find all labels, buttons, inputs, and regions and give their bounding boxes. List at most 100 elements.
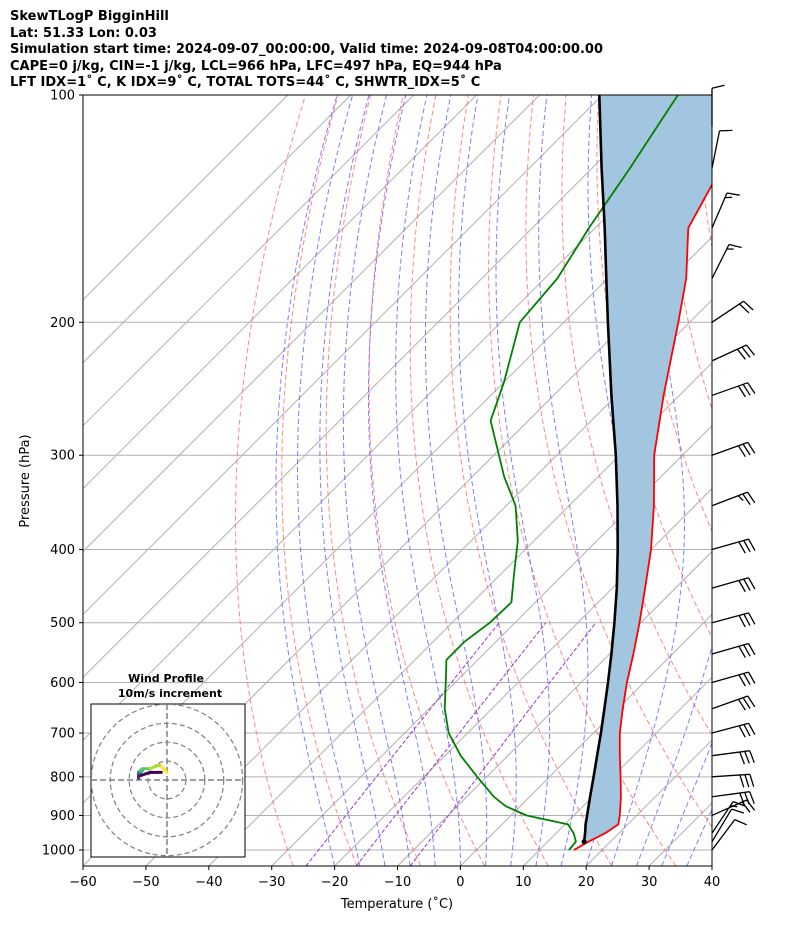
wind-barb bbox=[711, 671, 756, 687]
mixing-ratio-line bbox=[355, 622, 547, 866]
time-line: Simulation start time: 2024-09-07_00:00:… bbox=[10, 42, 603, 57]
moist-adiabat bbox=[368, 95, 436, 866]
wind-barb-flag bbox=[743, 300, 754, 311]
wind-barb-flag bbox=[747, 643, 756, 656]
dewpoint-line bbox=[443, 95, 679, 851]
wind-barb-flag bbox=[744, 751, 750, 764]
wind-barb-flag bbox=[747, 671, 756, 684]
wind-barb-flag bbox=[737, 385, 746, 398]
wind-barb-flag bbox=[737, 495, 744, 501]
dry-adiabat bbox=[409, 95, 549, 866]
wind-barb-staff bbox=[711, 300, 744, 323]
x-axis-label: Temperature (˚C) bbox=[340, 896, 453, 912]
wind-barb bbox=[711, 192, 740, 229]
x-tick-label: −30 bbox=[258, 875, 285, 890]
wind-barb bbox=[711, 722, 756, 738]
cape-cin-shading bbox=[584, 95, 712, 842]
isotherm bbox=[83, 95, 477, 490]
axis-ticks: −60 −50 −40 −30 −20 −10 0 10 20 30 40 100 200 300 400 5… bbox=[42, 89, 720, 891]
isotherm bbox=[83, 110, 712, 741]
wind-barb-staff bbox=[711, 773, 750, 778]
isotherm bbox=[522, 676, 712, 866]
wind-barb-flag bbox=[747, 538, 756, 551]
wind-barb-flag bbox=[738, 674, 746, 687]
y-tick-label: 300 bbox=[50, 449, 75, 464]
isotherm bbox=[83, 95, 289, 301]
x-tick-label: 0 bbox=[456, 875, 464, 890]
wind-barb bbox=[711, 642, 756, 658]
wind-barb-staff bbox=[711, 801, 734, 834]
wind-barb-flag bbox=[746, 491, 756, 504]
wind-barbs bbox=[711, 84, 756, 851]
wind-barb bbox=[711, 791, 755, 806]
moist-adiabat bbox=[395, 95, 461, 866]
y-tick-label: 600 bbox=[50, 676, 75, 691]
wind-barb-staff bbox=[711, 577, 749, 589]
isotherm bbox=[334, 487, 712, 866]
wind-barb bbox=[711, 344, 756, 362]
moist-adiabat bbox=[661, 741, 712, 866]
wind-barb-staff bbox=[711, 819, 736, 851]
hodograph-plot bbox=[91, 704, 245, 857]
wind-barb bbox=[711, 129, 733, 169]
wind-barb-flag bbox=[736, 348, 746, 360]
moist-adiabat bbox=[538, 95, 589, 866]
wind-barb-flag bbox=[743, 673, 751, 686]
moist-adiabat bbox=[711, 864, 712, 866]
wind-barb-flag bbox=[745, 344, 756, 356]
wind-barb bbox=[711, 491, 756, 507]
wind-barb bbox=[711, 441, 756, 458]
dry-adiabat bbox=[488, 95, 677, 866]
wind-barb bbox=[711, 808, 745, 843]
y-tick-label: 400 bbox=[50, 543, 75, 558]
wind-barb-flag bbox=[743, 724, 751, 737]
moist-adiabat bbox=[686, 808, 712, 866]
wind-barb-flag bbox=[742, 697, 751, 709]
wind-barb-staff bbox=[711, 344, 747, 362]
wind-barb-staff bbox=[711, 671, 749, 684]
dry-adiabat bbox=[235, 95, 306, 866]
moist-adiabat bbox=[342, 95, 411, 866]
wind-barb-flag bbox=[743, 540, 751, 553]
wind-barb-flag bbox=[738, 580, 746, 593]
dry-adiabat bbox=[729, 95, 794, 866]
wind-barb bbox=[711, 577, 756, 593]
isotherm bbox=[460, 613, 712, 866]
wind-barb-flag bbox=[741, 346, 751, 358]
wind-barb bbox=[711, 84, 725, 127]
wind-barb-flag bbox=[749, 750, 755, 763]
wind-barb bbox=[711, 538, 756, 554]
wind-barb-flag bbox=[744, 792, 750, 805]
dry-adiabat bbox=[561, 95, 712, 736]
location-line: Lat: 51.33 Lon: 0.03 bbox=[10, 25, 157, 41]
moist-adiabat bbox=[319, 95, 386, 866]
isotherm bbox=[83, 95, 540, 553]
dry-adiabat bbox=[695, 95, 712, 251]
dry-adiabat bbox=[762, 95, 794, 866]
dry-adiabat bbox=[368, 95, 485, 866]
wind-barb-flag bbox=[748, 722, 756, 736]
wind-barb-flag bbox=[739, 303, 750, 314]
dry-adiabat bbox=[663, 95, 712, 411]
mixing-ratio-line bbox=[409, 622, 597, 866]
isotherm bbox=[711, 865, 712, 866]
isotherm bbox=[145, 299, 712, 866]
wind-barb-flag bbox=[744, 774, 750, 788]
moist-adiabat bbox=[495, 95, 551, 866]
hodograph-segment bbox=[137, 770, 152, 778]
wind-barb-flag bbox=[743, 613, 751, 626]
wind-barb-staff bbox=[711, 722, 749, 734]
wind-barb-staff bbox=[711, 791, 750, 798]
wind-barb-flag bbox=[739, 774, 745, 788]
hodograph-title: Wind Profile bbox=[128, 672, 204, 685]
wind-barb-flag bbox=[742, 383, 751, 396]
parcel-line bbox=[582, 95, 620, 842]
wind-barb bbox=[711, 382, 756, 398]
wind-barb bbox=[711, 773, 755, 788]
moist-adiabat bbox=[737, 95, 794, 866]
wind-barb-flag bbox=[739, 792, 746, 806]
isotherm bbox=[397, 550, 712, 866]
wind-barb-flag bbox=[731, 808, 745, 814]
wind-barb-flag bbox=[738, 615, 746, 628]
temperature-line bbox=[573, 182, 712, 851]
